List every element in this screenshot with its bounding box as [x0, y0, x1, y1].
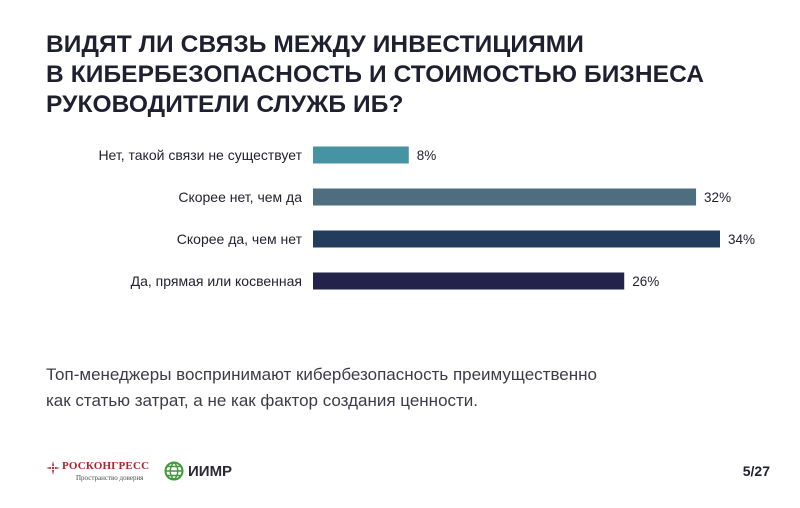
bar-value-label: 8%: [417, 148, 437, 163]
bar: [313, 146, 409, 164]
bar-category-label: Да, прямая или косвенная: [131, 273, 302, 289]
roscongress-name: РОСКОНГРЕСС: [62, 460, 150, 472]
page-title: ВИДЯТ ЛИ СВЯЗЬ МЕЖДУ ИНВЕСТИЦИЯМИ В КИБЕ…: [46, 30, 766, 120]
bar: [313, 272, 625, 290]
page-number: 5/27: [742, 463, 770, 479]
bar-value-label: 26%: [632, 274, 659, 289]
bar-value-label: 34%: [728, 232, 755, 247]
bar-category-label: Скорее нет, чем да: [178, 189, 302, 205]
bar: [313, 188, 697, 206]
conclusion-text: Топ-менеджеры воспринимают кибербезопасн…: [46, 362, 766, 414]
bar-category-label: Нет, такой связи не существует: [98, 147, 302, 163]
note-line-1: Топ-менеджеры воспринимают кибербезопасн…: [46, 365, 597, 384]
title-line-3: РУКОВОДИТЕЛИ СЛУЖБ ИБ?: [46, 91, 404, 118]
title-line-2: В КИБЕРБЕЗОПАСНОСТЬ И СТОИМОСТЬЮ БИЗНЕСА: [46, 61, 705, 88]
bar-value-label: 32%: [704, 190, 731, 205]
bar: [313, 230, 720, 248]
note-line-2: как статью затрат, а не как фактор созда…: [46, 391, 479, 410]
iimr-globe-icon: [164, 461, 184, 481]
roscongress-tagline: Пространство доверия: [76, 474, 144, 482]
bar-category-label: Скорее да, чем нет: [177, 231, 303, 247]
bar-chart: Нет, такой связи не существует 8% Скорее н…: [98, 146, 755, 290]
title-line-1: ВИДЯТ ЛИ СВЯЗЬ МЕЖДУ ИНВЕСТИЦИЯМИ: [46, 31, 585, 58]
iimr-name: ИИМР: [188, 463, 233, 480]
roscongress-star-icon: [46, 461, 60, 475]
